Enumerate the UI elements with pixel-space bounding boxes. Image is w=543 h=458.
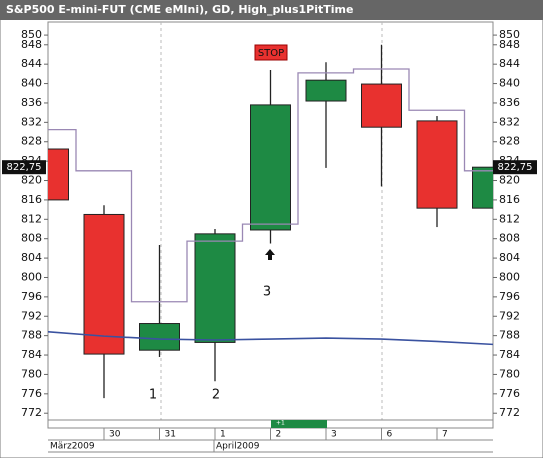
y-tick-label: 780 xyxy=(499,367,520,380)
wave-label: 2 xyxy=(212,388,220,403)
plot xyxy=(48,44,493,399)
stop-box xyxy=(254,44,288,61)
month-label: März2009 xyxy=(50,442,95,452)
x-tick-label: 7 xyxy=(442,430,448,440)
y-tick-label: 828 xyxy=(499,135,520,148)
candle-body xyxy=(472,166,493,209)
y-tick-label: 836 xyxy=(499,96,520,109)
price-tag-label: 822,75 xyxy=(498,162,533,173)
x-tick-label: 2 xyxy=(276,430,282,440)
candle-body xyxy=(194,233,236,343)
candle-body xyxy=(48,148,69,201)
y-tick-label: 804 xyxy=(21,251,42,264)
y-tick-label: 800 xyxy=(21,270,42,283)
y-tick-label: 772 xyxy=(21,406,42,419)
y-tick-label: 808 xyxy=(499,232,520,245)
y-tick-label: 780 xyxy=(21,367,42,380)
y-tick-label: 796 xyxy=(499,290,520,303)
wave-label: 1 xyxy=(149,388,157,403)
y-tick-label: 850 xyxy=(21,28,42,41)
candle-body xyxy=(416,120,458,209)
price-tag xyxy=(2,160,46,175)
y-tick-label: 820 xyxy=(499,174,520,187)
y-tick-label: 804 xyxy=(499,251,520,264)
y-tick-label: 840 xyxy=(21,77,42,90)
candle-body xyxy=(305,79,347,102)
y-tick-label: 800 xyxy=(499,270,520,283)
y-tick-label: 848 xyxy=(499,38,520,51)
wave-label: 3 xyxy=(263,285,271,300)
marker-row xyxy=(47,419,494,429)
y-tick-label: 828 xyxy=(21,135,42,148)
y-tick-label: 792 xyxy=(21,309,42,322)
y-tick-label: 832 xyxy=(21,115,42,128)
y-tick-label: 812 xyxy=(21,212,42,225)
y-tick-label: 796 xyxy=(21,290,42,303)
stop-label: STOP xyxy=(258,48,284,59)
y-tick-label: 816 xyxy=(499,193,520,206)
y-tick-label: 832 xyxy=(499,115,520,128)
chart-title: S&P500 E-mini-FUT (CME eMIni), GD, High_… xyxy=(6,3,353,16)
candle-body xyxy=(361,83,402,128)
bottom-marker xyxy=(271,420,327,428)
y-tick-label: 788 xyxy=(499,329,520,342)
y-tick-label: 840 xyxy=(499,77,520,90)
price-tag-label: 822,75 xyxy=(7,162,42,173)
y-tick-label: 816 xyxy=(21,193,42,206)
month-label: April2009 xyxy=(216,442,260,452)
y-tick-label: 776 xyxy=(21,387,42,400)
candle-body xyxy=(250,104,291,231)
line-series xyxy=(48,68,493,303)
y-tick-label: 772 xyxy=(499,406,520,419)
bottom-marker-label: +1 xyxy=(276,420,285,427)
x-tick-label: 6 xyxy=(387,430,393,440)
y-tick-label: 850 xyxy=(499,28,520,41)
y-tick-label: 836 xyxy=(21,96,42,109)
y-tick-label: 844 xyxy=(499,57,520,70)
line-series xyxy=(48,330,493,346)
x-tick-label: 31 xyxy=(165,430,176,440)
title-bar xyxy=(0,0,543,20)
y-tick-label: 784 xyxy=(499,348,520,361)
y-tick-label: 788 xyxy=(21,329,42,342)
y-tick-label: 784 xyxy=(21,348,42,361)
y-tick-label: 808 xyxy=(21,232,42,245)
y-tick-label: 820 xyxy=(21,174,42,187)
candle-body xyxy=(139,323,180,351)
x-tick-label: 3 xyxy=(331,430,337,440)
x-tick-label: 1 xyxy=(220,430,226,440)
y-tick-label: 812 xyxy=(499,212,520,225)
candle-body xyxy=(83,213,125,355)
price-tag xyxy=(493,160,537,175)
y-tick-label: 844 xyxy=(21,57,42,70)
y-tick-label: 792 xyxy=(499,309,520,322)
y-tick-label: 848 xyxy=(21,38,42,51)
y-tick-label: 776 xyxy=(499,387,520,400)
x-tick-label: 30 xyxy=(109,430,121,440)
arrow xyxy=(265,249,275,260)
